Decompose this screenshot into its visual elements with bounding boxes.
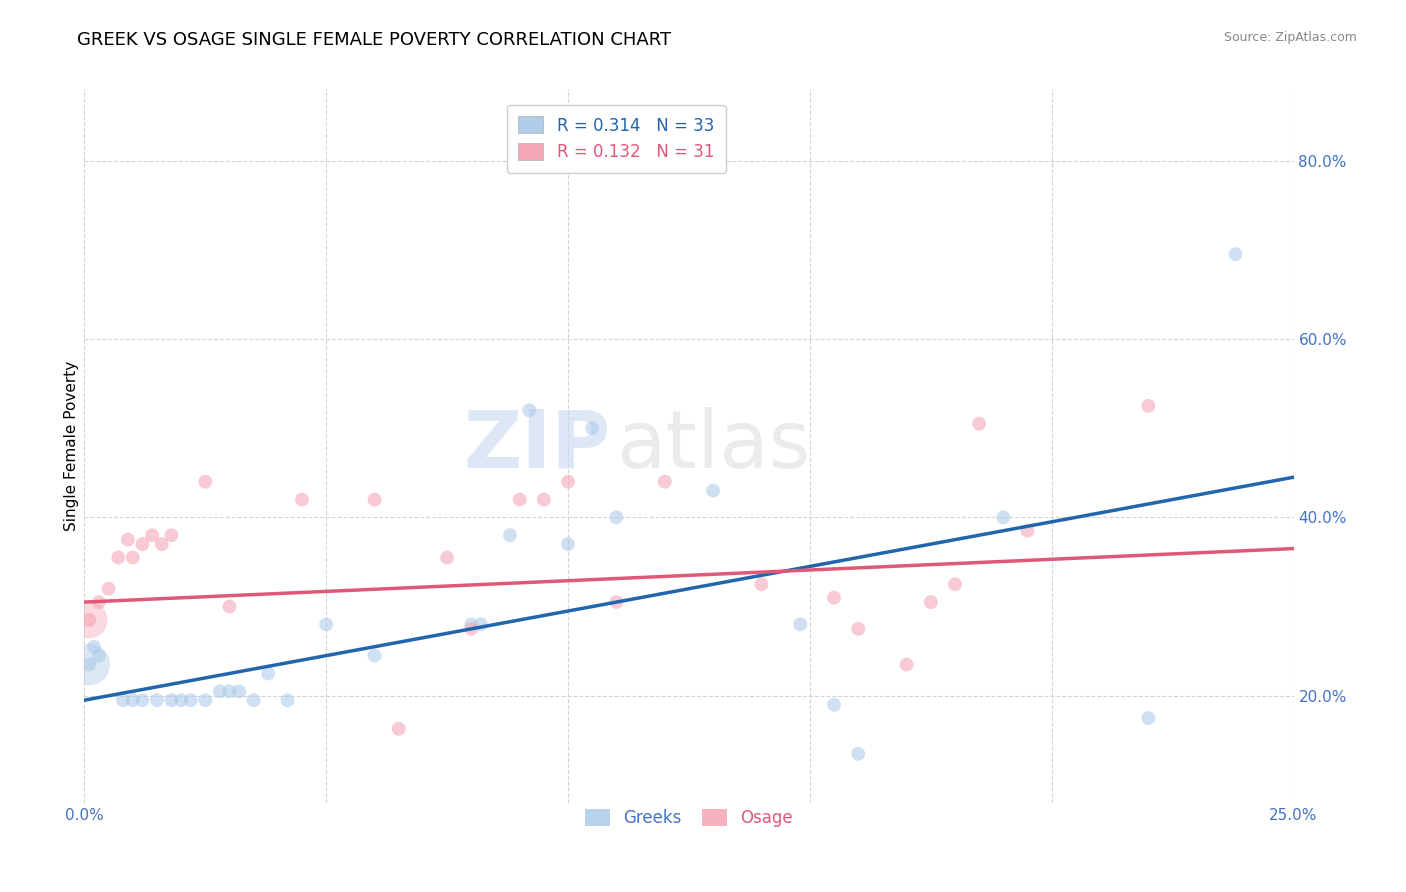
Point bbox=[654, 475, 676, 489]
Point bbox=[83, 640, 105, 654]
Point bbox=[117, 533, 139, 547]
Point bbox=[107, 550, 129, 565]
Point bbox=[967, 417, 990, 431]
Point bbox=[789, 617, 811, 632]
Point bbox=[702, 483, 724, 498]
Point bbox=[141, 528, 163, 542]
Point bbox=[823, 591, 845, 605]
Point bbox=[131, 693, 153, 707]
Legend: Greeks, Osage: Greeks, Osage bbox=[575, 799, 803, 838]
Point bbox=[581, 421, 603, 435]
Point bbox=[436, 550, 458, 565]
Point bbox=[218, 599, 240, 614]
Point bbox=[460, 617, 482, 632]
Point bbox=[180, 693, 202, 707]
Point bbox=[77, 613, 100, 627]
Point bbox=[87, 648, 110, 663]
Point bbox=[846, 622, 869, 636]
Text: atlas: atlas bbox=[616, 407, 811, 485]
Point bbox=[77, 657, 100, 672]
Point bbox=[194, 693, 217, 707]
Point bbox=[194, 475, 217, 489]
Point bbox=[509, 492, 531, 507]
Point bbox=[823, 698, 845, 712]
Text: ZIP: ZIP bbox=[463, 407, 610, 485]
Point bbox=[1137, 399, 1160, 413]
Point bbox=[605, 595, 627, 609]
Point bbox=[121, 550, 143, 565]
Point bbox=[533, 492, 555, 507]
Point bbox=[87, 595, 110, 609]
Point bbox=[112, 693, 135, 707]
Point bbox=[146, 693, 169, 707]
Point bbox=[242, 693, 264, 707]
Point bbox=[257, 666, 280, 681]
Point bbox=[470, 617, 492, 632]
Point bbox=[363, 648, 385, 663]
Point bbox=[388, 722, 411, 736]
Point bbox=[499, 528, 522, 542]
Point bbox=[846, 747, 869, 761]
Point bbox=[943, 577, 966, 591]
Point bbox=[160, 693, 183, 707]
Point bbox=[77, 613, 100, 627]
Point bbox=[170, 693, 193, 707]
Point bbox=[315, 617, 337, 632]
Point bbox=[208, 684, 231, 698]
Point bbox=[460, 622, 482, 636]
Point bbox=[131, 537, 153, 551]
Y-axis label: Single Female Poverty: Single Female Poverty bbox=[63, 361, 79, 531]
Point bbox=[160, 528, 183, 542]
Point bbox=[276, 693, 298, 707]
Point bbox=[363, 492, 385, 507]
Point bbox=[557, 475, 579, 489]
Point bbox=[920, 595, 942, 609]
Point bbox=[121, 693, 143, 707]
Point bbox=[605, 510, 627, 524]
Text: GREEK VS OSAGE SINGLE FEMALE POVERTY CORRELATION CHART: GREEK VS OSAGE SINGLE FEMALE POVERTY COR… bbox=[77, 31, 672, 49]
Point bbox=[97, 582, 120, 596]
Point bbox=[218, 684, 240, 698]
Point bbox=[1017, 524, 1039, 538]
Text: Source: ZipAtlas.com: Source: ZipAtlas.com bbox=[1223, 31, 1357, 45]
Point bbox=[557, 537, 579, 551]
Point bbox=[77, 657, 100, 672]
Point bbox=[517, 403, 540, 417]
Point bbox=[1137, 711, 1160, 725]
Point bbox=[993, 510, 1015, 524]
Point bbox=[150, 537, 173, 551]
Point bbox=[1225, 247, 1247, 261]
Point bbox=[896, 657, 918, 672]
Point bbox=[751, 577, 773, 591]
Point bbox=[291, 492, 314, 507]
Point bbox=[228, 684, 250, 698]
